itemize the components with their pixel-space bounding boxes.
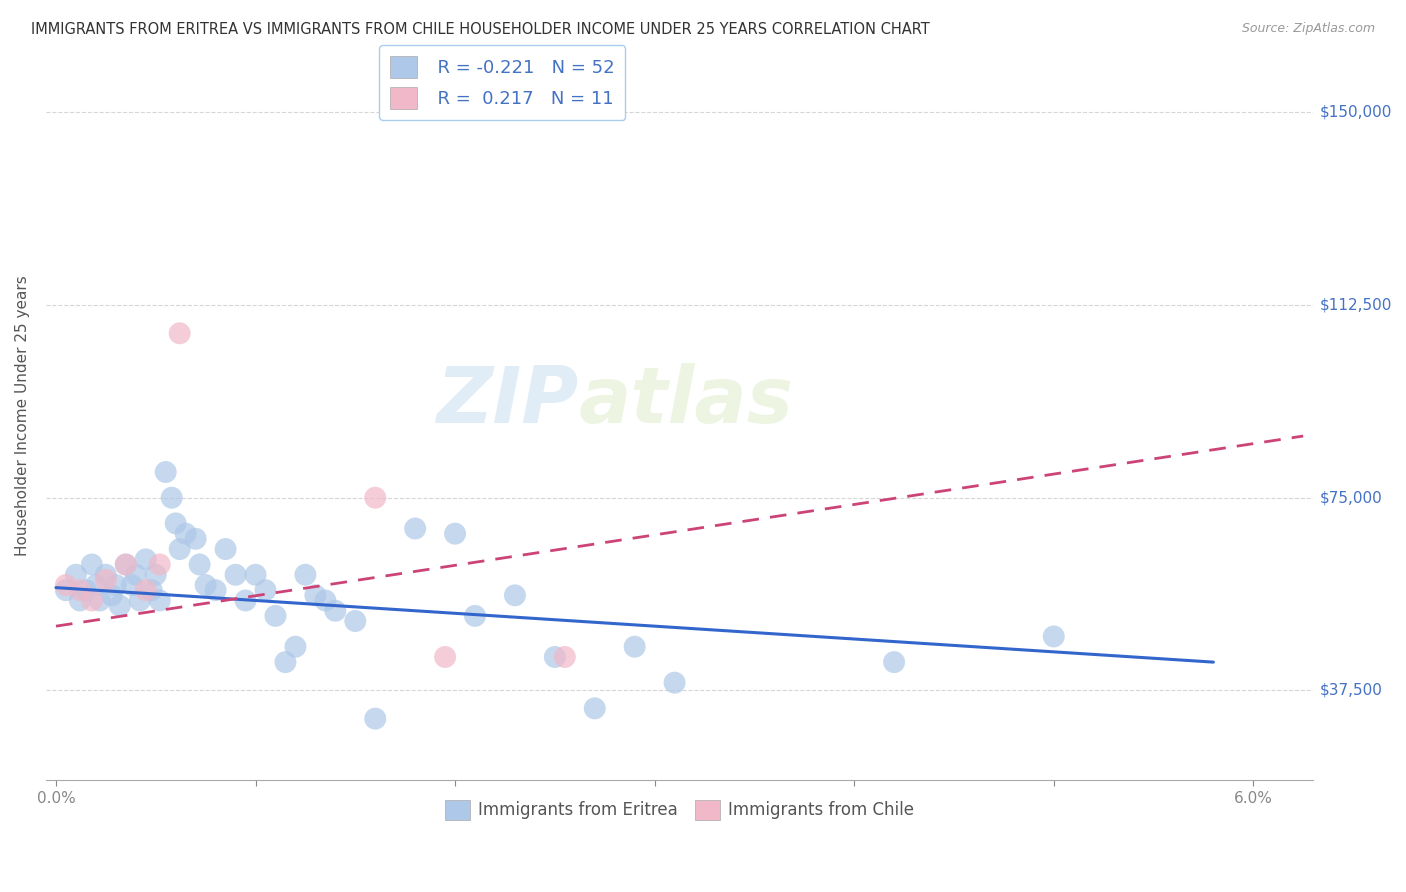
Point [114,558,136,572]
Point [214,542,236,557]
Point [623,640,645,654]
Text: Source: ZipAtlas.com: Source: ZipAtlas.com [1241,22,1375,36]
Point [104,578,127,592]
Point [325,604,347,618]
Point [264,608,287,623]
Point [80,558,103,572]
Point [554,650,576,665]
Point [1042,629,1064,643]
Point [194,578,217,592]
Point [55,578,77,592]
Text: $37,500: $37,500 [1319,683,1382,698]
Point [364,491,387,505]
Point [664,675,686,690]
Text: $112,500: $112,500 [1319,298,1392,312]
Point [149,593,172,607]
Point [114,558,136,572]
Y-axis label: Householder Income Under 25 years: Householder Income Under 25 years [15,275,30,556]
Point [503,588,526,602]
Point [80,593,103,607]
Point [121,578,143,592]
Point [464,608,486,623]
Text: $150,000: $150,000 [1319,105,1392,120]
Point [169,326,191,341]
Point [188,558,211,572]
Point [165,516,187,531]
Point [583,701,606,715]
Point [125,567,148,582]
Point [145,567,167,582]
Point [89,593,111,607]
Point [69,583,91,598]
Point [314,593,336,607]
Point [135,552,157,566]
Point [169,542,191,557]
Point [245,567,267,582]
Point [128,593,150,607]
Text: atlas: atlas [578,363,793,439]
Point [364,712,387,726]
Point [304,588,326,602]
Point [294,567,316,582]
Point [883,655,905,669]
Point [344,614,367,628]
Point [274,655,297,669]
Point [84,578,107,592]
Point [55,583,77,598]
Text: ZIP: ZIP [436,363,578,439]
Point [108,599,131,613]
Text: $75,000: $75,000 [1319,491,1382,505]
Point [141,583,163,598]
Point [434,650,457,665]
Point [284,640,307,654]
Point [204,583,226,598]
Point [404,522,426,536]
Point [149,558,172,572]
Point [184,532,207,546]
Point [94,567,117,582]
Point [75,583,97,598]
Point [444,526,467,541]
Point [135,583,157,598]
Point [65,567,87,582]
Point [174,526,197,541]
Point [254,583,277,598]
Point [544,650,567,665]
Point [94,573,117,587]
Point [155,465,177,479]
Text: IMMIGRANTS FROM ERITREA VS IMMIGRANTS FROM CHILE HOUSEHOLDER INCOME UNDER 25 YEA: IMMIGRANTS FROM ERITREA VS IMMIGRANTS FR… [31,22,929,37]
Point [69,593,91,607]
Point [101,588,124,602]
Point [235,593,257,607]
Point [160,491,183,505]
Legend: Immigrants from Eritrea, Immigrants from Chile: Immigrants from Eritrea, Immigrants from… [439,793,921,827]
Point [225,567,247,582]
